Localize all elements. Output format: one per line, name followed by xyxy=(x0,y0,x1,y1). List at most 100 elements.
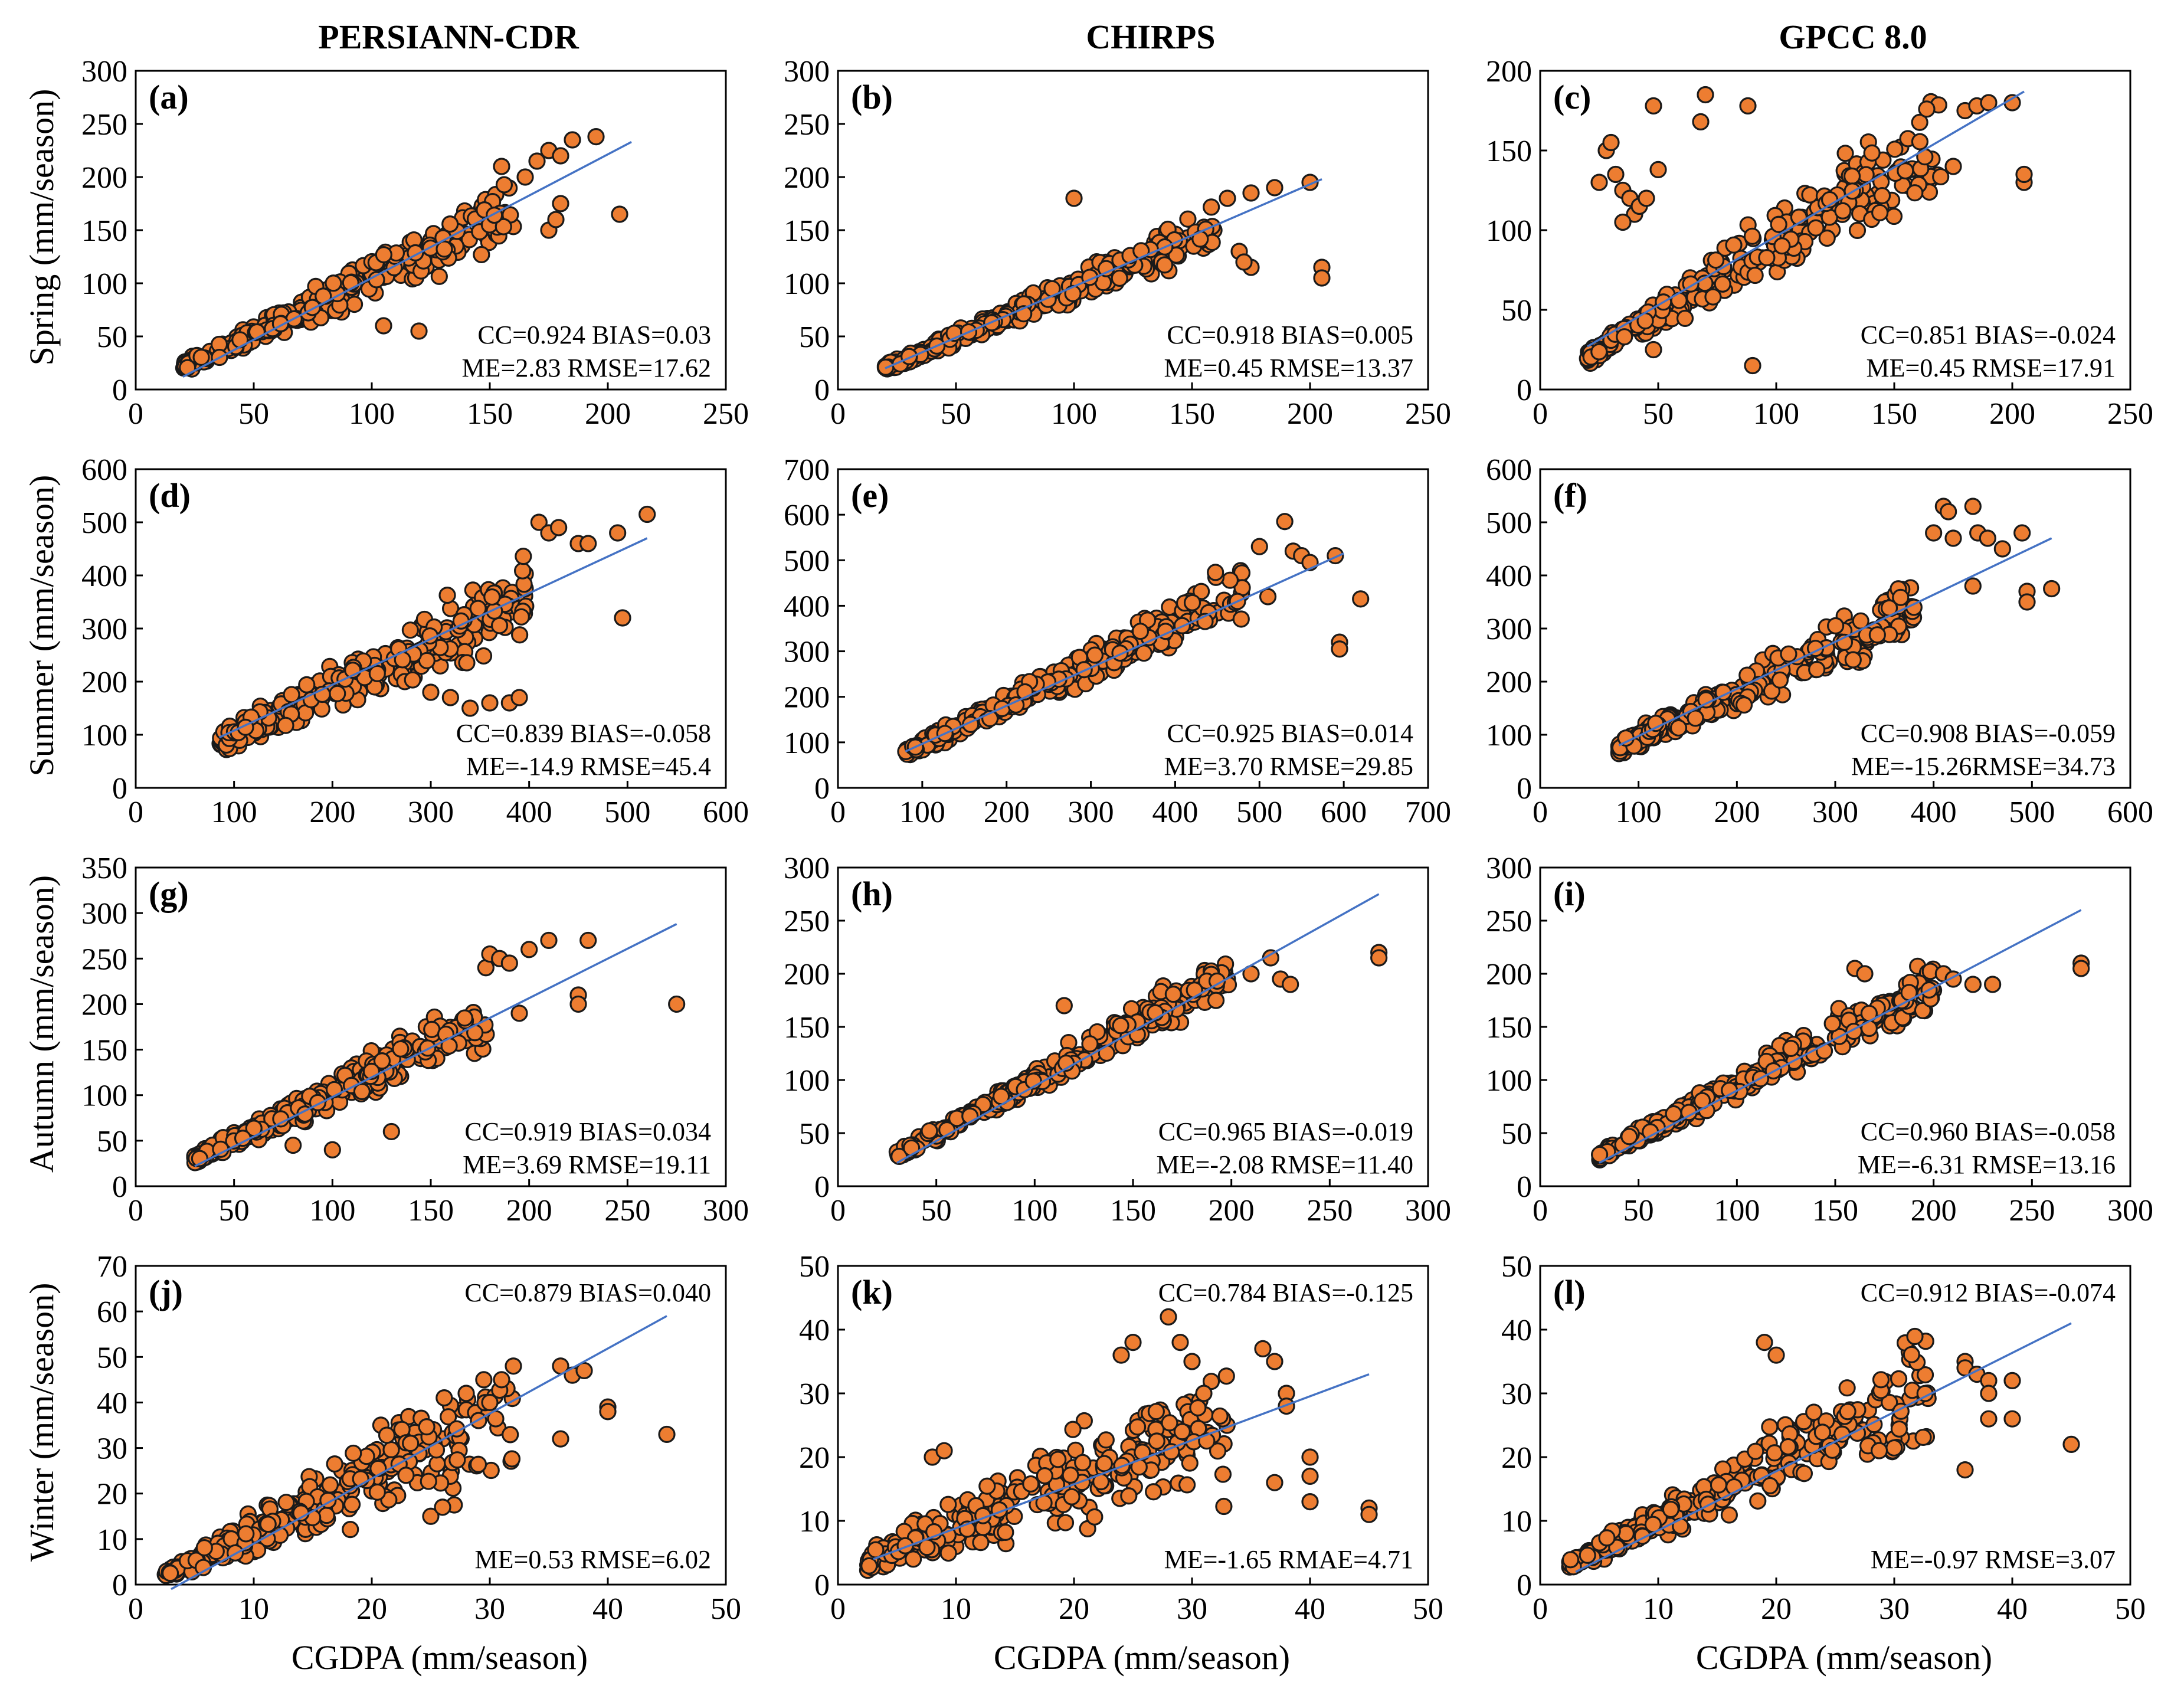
x-tick-label: 150 xyxy=(408,1194,454,1228)
data-point xyxy=(1721,1081,1738,1099)
x-tick-label: 100 xyxy=(1011,1194,1057,1228)
data-point xyxy=(1155,256,1174,274)
y-tick-label: 600 xyxy=(81,453,127,487)
y-tick-label: 30 xyxy=(799,1377,830,1411)
data-point xyxy=(441,215,459,233)
stats-me-rmse: ME=-2.08 RMSE=11.40 xyxy=(1157,1150,1413,1179)
data-point xyxy=(448,1420,466,1438)
x-tick-label: 100 xyxy=(899,796,945,829)
column-title-gpcc: GPCC 8.0 xyxy=(1779,18,1927,56)
data-point xyxy=(1160,1308,1177,1326)
y-tick-label: 200 xyxy=(81,988,127,1022)
panel-label: (h) xyxy=(851,875,893,913)
data-point xyxy=(1207,991,1225,1009)
data-point xyxy=(1301,1448,1319,1466)
data-point xyxy=(1773,237,1791,255)
data-point xyxy=(528,152,546,170)
data-point xyxy=(345,295,364,313)
data-point xyxy=(1844,651,1862,669)
y-tick-label: 150 xyxy=(784,214,830,248)
x-tick-label: 20 xyxy=(356,1592,387,1626)
data-point xyxy=(510,689,528,706)
x-tick-label: 0 xyxy=(1533,1194,1548,1228)
data-point xyxy=(1761,1477,1779,1494)
y-tick-label: 70 xyxy=(97,1250,127,1284)
data-point xyxy=(277,1494,295,1511)
stats-cc-bias: CC=0.924 BIAS=0.03 xyxy=(477,320,711,349)
x-tick-label: 20 xyxy=(1059,1592,1089,1626)
y-tick-label: 300 xyxy=(81,613,127,646)
x-tick-label: 300 xyxy=(1405,1194,1451,1228)
data-point xyxy=(1178,1476,1196,1494)
y-tick-label: 200 xyxy=(784,161,830,195)
data-point xyxy=(1217,1367,1235,1385)
y-tick-label: 50 xyxy=(1501,294,1532,328)
data-point xyxy=(440,1408,457,1426)
x-tick-label: 0 xyxy=(128,1592,143,1626)
y-tick-label: 600 xyxy=(1486,453,1532,487)
data-point xyxy=(1911,133,1929,150)
y-tick-label: 300 xyxy=(1486,613,1532,646)
fit-line xyxy=(194,923,677,1167)
y-tick-label: 10 xyxy=(1501,1505,1532,1539)
data-point xyxy=(1980,1410,1998,1428)
data-point xyxy=(1074,1454,1092,1471)
data-point xyxy=(418,652,436,669)
data-point xyxy=(490,617,509,634)
stats-cc-bias: CC=0.839 BIAS=-0.058 xyxy=(456,719,711,748)
data-point xyxy=(1692,113,1710,130)
data-point xyxy=(1235,253,1253,271)
data-point xyxy=(375,246,392,264)
x-tick-label: 250 xyxy=(703,397,749,431)
x-tick-label: 100 xyxy=(1616,796,1662,829)
data-point xyxy=(1638,189,1655,207)
x-tick-label: 100 xyxy=(1051,397,1097,431)
data-point xyxy=(1906,184,1924,202)
data-point xyxy=(1195,1385,1213,1402)
data-point xyxy=(579,931,597,950)
data-point xyxy=(283,686,300,703)
data-point xyxy=(493,1371,510,1389)
data-point xyxy=(1720,1506,1738,1524)
data-point xyxy=(1871,204,1889,221)
data-point xyxy=(1250,538,1268,555)
data-point xyxy=(587,128,605,146)
x-tick-label: 50 xyxy=(219,1194,250,1228)
data-point xyxy=(1714,275,1731,293)
row-labels: Spring (mm/season) Summer (mm/season) Au… xyxy=(22,89,61,1562)
data-point xyxy=(1064,1421,1082,1438)
plot-frame xyxy=(1539,1265,2131,1586)
data-point xyxy=(1944,158,1962,175)
fit-line xyxy=(1575,1322,2072,1573)
data-point xyxy=(368,665,386,682)
data-point xyxy=(212,1140,230,1158)
data-point xyxy=(1761,1418,1779,1436)
data-point xyxy=(1215,1497,1233,1516)
data-point xyxy=(1147,1403,1165,1421)
data-point xyxy=(1911,113,1928,131)
y-tick-label: 0 xyxy=(814,1569,830,1602)
y-tick-label: 300 xyxy=(81,897,127,931)
x-tick-label: 200 xyxy=(585,397,631,431)
y-tick-label: 600 xyxy=(784,499,830,532)
x-tick-label: 400 xyxy=(506,796,552,829)
data-point xyxy=(1179,210,1197,228)
data-point xyxy=(373,1052,391,1070)
x-tick-label: 600 xyxy=(703,796,749,829)
data-point xyxy=(505,1357,522,1375)
data-point xyxy=(382,1122,400,1141)
data-point xyxy=(1662,1500,1679,1518)
panel-label: (d) xyxy=(149,476,191,515)
data-point xyxy=(903,1139,921,1157)
data-point xyxy=(2072,960,2090,977)
data-point xyxy=(512,608,530,626)
data-point xyxy=(1579,1546,1596,1564)
y-tick-label: 250 xyxy=(81,108,127,142)
data-point xyxy=(436,240,453,258)
data-point xyxy=(1111,269,1128,287)
data-point xyxy=(609,524,627,542)
data-point xyxy=(402,1435,420,1452)
data-point xyxy=(1620,1128,1638,1146)
panel-label: (g) xyxy=(149,875,189,913)
data-point xyxy=(1758,248,1776,267)
